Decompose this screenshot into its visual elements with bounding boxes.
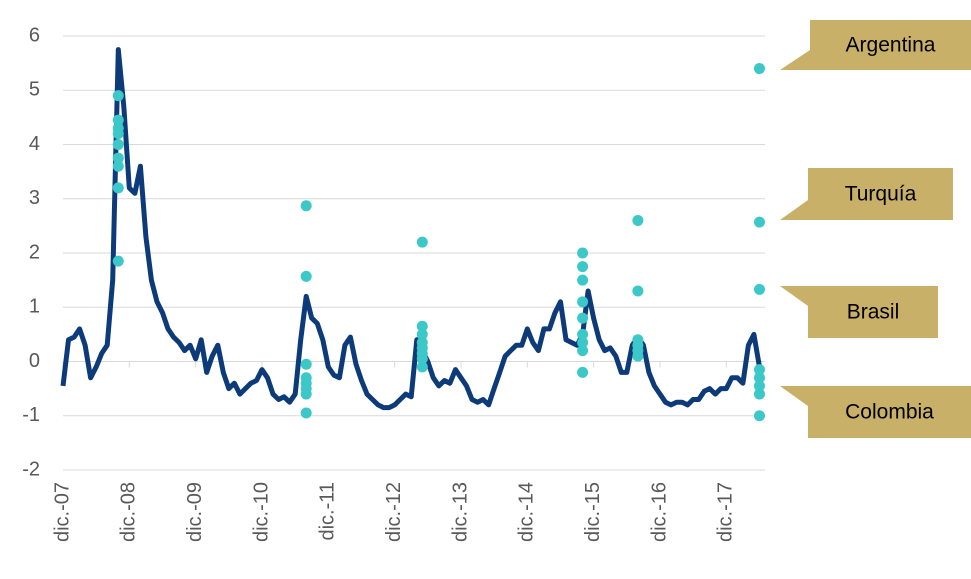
x-tick-label: dic.-09 — [184, 482, 206, 542]
callout-label: Brasil — [847, 301, 900, 324]
scatter-point — [416, 236, 428, 248]
y-tick-label: -2 — [22, 458, 40, 480]
scatter-point — [753, 380, 765, 392]
y-tick-label: 4 — [29, 133, 40, 155]
x-tick-label: dic.-17 — [715, 482, 737, 542]
scatter-point — [112, 182, 124, 194]
x-tick-label: dic.-15 — [582, 482, 604, 542]
x-tick-label: dic.-07 — [51, 482, 73, 542]
x-tick-label: dic.-13 — [449, 482, 471, 542]
x-tick-label: dic.-16 — [648, 482, 670, 542]
scatter-point — [416, 320, 428, 332]
callout-label: Turquía — [845, 183, 917, 206]
scatter-point — [753, 283, 765, 295]
scatter-point — [632, 350, 644, 362]
callout-pointer — [780, 50, 810, 70]
scatter-point — [632, 285, 644, 297]
scatter-point — [300, 407, 312, 419]
scatter-point — [416, 361, 428, 373]
callout-pointer — [780, 386, 808, 406]
scatter-point — [577, 366, 589, 378]
callout-pointer — [780, 286, 808, 306]
scatter-point — [416, 353, 428, 365]
callout-box — [810, 20, 971, 70]
scatter-point — [577, 296, 589, 308]
scatter-point — [753, 364, 765, 376]
scatter-point — [577, 337, 589, 349]
scatter-point — [753, 388, 765, 400]
callout-label: Argentina — [846, 34, 936, 57]
scatter-point — [416, 328, 428, 340]
scatter-point — [577, 345, 589, 357]
callout-box — [808, 168, 953, 220]
y-tick-label: 1 — [29, 296, 40, 318]
scatter-point — [112, 152, 124, 164]
x-tick-label: dic.-12 — [383, 482, 405, 542]
scatter-point — [577, 328, 589, 340]
scatter-point — [753, 372, 765, 384]
scatter-point — [300, 388, 312, 400]
scatter-point — [112, 255, 124, 267]
scatter-point — [753, 63, 765, 75]
scatter-point — [112, 114, 124, 126]
y-tick-label: -1 — [22, 404, 40, 426]
scatter-point — [577, 247, 589, 259]
line-series — [60, 47, 762, 411]
y-tick-label: 6 — [29, 24, 40, 46]
y-tick-label: 3 — [29, 187, 40, 209]
scatter-point — [577, 312, 589, 324]
callout-box — [808, 286, 938, 338]
scatter-point — [112, 139, 124, 150]
scatter-point — [577, 261, 589, 273]
x-tick-label: dic.-10 — [250, 482, 272, 542]
scatter-point — [112, 90, 124, 102]
callout-pointer — [780, 200, 808, 220]
y-tick-label: 0 — [29, 350, 40, 372]
scatter-point — [753, 410, 765, 422]
scatter-point — [112, 128, 124, 140]
y-tick-label: 2 — [29, 241, 40, 263]
scatter-point — [300, 270, 312, 282]
scatter-point — [632, 214, 644, 226]
scatter-point — [112, 160, 124, 172]
scatter-point — [753, 216, 765, 228]
x-tick-label: dic.-08 — [118, 482, 140, 542]
x-tick-label: dic.-11 — [317, 482, 339, 541]
callout-box — [808, 386, 971, 438]
callout-label: Colombia — [845, 401, 934, 424]
scatter-point — [577, 274, 589, 286]
x-tick-label: dic.-14 — [516, 482, 538, 542]
y-tick-label: 5 — [29, 79, 40, 101]
scatter-point — [300, 358, 312, 370]
scatter-point — [300, 200, 312, 212]
